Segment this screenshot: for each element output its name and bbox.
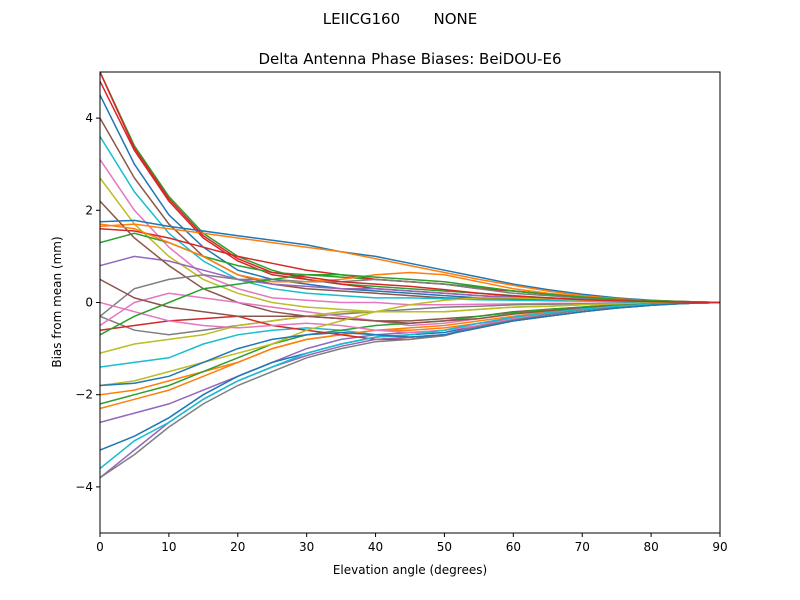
- series-line-10: [100, 136, 720, 304]
- series-line-6: [100, 117, 720, 304]
- x-axis: 0 10 20 30 40 50 60 70 80 90: [96, 533, 728, 554]
- chart-title: Delta Antenna Phase Biases: BeiDOU-E6: [259, 50, 562, 68]
- y-axis: −4 −2 0 2 4: [75, 111, 100, 494]
- series-line-31: [100, 301, 720, 387]
- series-line-25: [100, 301, 720, 479]
- x-tick-label: 10: [161, 540, 176, 554]
- series-line-23: [100, 301, 720, 405]
- series-line-19: [100, 301, 720, 354]
- x-tick-label: 20: [230, 540, 245, 554]
- series-line-2: [100, 301, 720, 410]
- x-tick-label: 90: [712, 540, 727, 554]
- x-tick-label: 40: [368, 540, 383, 554]
- series-lines: [100, 72, 720, 479]
- series-line-30: [100, 301, 720, 470]
- series-line-34: [100, 72, 720, 304]
- series-line-4: [100, 80, 720, 304]
- suptitle: LEIICG160 NONE: [323, 10, 478, 28]
- series-line-33: [100, 274, 720, 336]
- y-axis-label: Bias from mean (mm): [50, 236, 64, 367]
- y-tick-label: 2: [85, 203, 93, 217]
- x-tick-label: 30: [299, 540, 314, 554]
- series-line-28: [100, 301, 720, 479]
- y-tick-label: 4: [85, 111, 93, 125]
- x-axis-label: Elevation angle (degrees): [333, 563, 487, 577]
- x-tick-label: 60: [506, 540, 521, 554]
- y-tick-label: −2: [75, 388, 93, 402]
- x-tick-label: 50: [437, 540, 452, 554]
- y-tick-label: 0: [85, 296, 93, 310]
- x-tick-label: 70: [575, 540, 590, 554]
- x-tick-label: 0: [96, 540, 104, 554]
- y-tick-label: −4: [75, 480, 93, 494]
- x-tick-label: 80: [643, 540, 658, 554]
- series-line-1: [100, 94, 720, 304]
- series-line-11: [100, 219, 720, 304]
